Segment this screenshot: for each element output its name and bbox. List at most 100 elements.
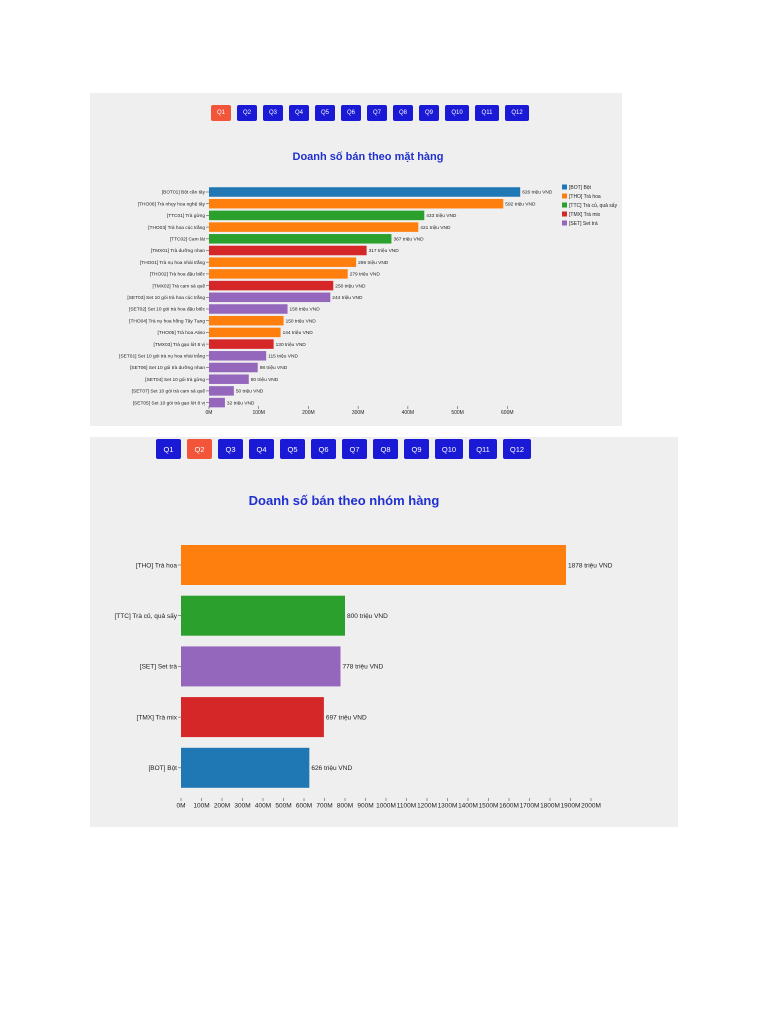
category-label: [THO03] Trà hoa cúc trắng: [148, 224, 205, 231]
bar-set-9[interactable]: [209, 292, 331, 303]
legend-swatch-tho: [562, 193, 567, 199]
x-tick-label: 1900M: [561, 803, 581, 810]
legend-label-tho: [THO] Trà hoa: [569, 194, 601, 200]
data-label: 98 triệu VND: [260, 365, 288, 371]
category-label: [TMX02] Trà cam sả quế: [152, 283, 205, 289]
data-label: 800 triệu VND: [347, 613, 388, 620]
chart1-quarter-button-q3[interactable]: Q3: [263, 105, 283, 121]
data-label: 130 triệu VND: [276, 342, 307, 348]
category-label: [SET06] Set 10 gói trà dưỡng nhan: [130, 365, 205, 371]
chart1-quarter-button-q4[interactable]: Q4: [289, 105, 309, 121]
bar-ttc-2[interactable]: [209, 210, 425, 221]
category-label: [SET01] Set 10 gói trà nụ hoa nhài trắng: [119, 352, 205, 359]
bar-tho-12[interactable]: [209, 327, 281, 338]
bar-set-17[interactable]: [209, 386, 234, 396]
bar-set-2[interactable]: [181, 646, 341, 687]
chart1-quarter-button-q6[interactable]: Q6: [341, 105, 361, 121]
chart1-quarter-button-q8[interactable]: Q8: [393, 105, 413, 121]
bar-tho-0[interactable]: [181, 545, 566, 585]
x-tick-label: 0M: [176, 803, 185, 810]
category-label: [THO02] Trà hoa đậu biếc: [150, 272, 206, 278]
data-label: 150 triệu VND: [286, 318, 317, 324]
category-label: [THO01] Trà nụ hoa nhài trắng: [140, 259, 205, 266]
x-tick-label: 800M: [337, 803, 353, 810]
category-label: [TMX] Trà mix: [137, 714, 178, 721]
bar-set-16[interactable]: [209, 374, 249, 384]
chart2-quarter-button-q10[interactable]: Q10: [435, 439, 463, 459]
bar-tho-1[interactable]: [209, 198, 504, 209]
category-label: [TMX03] Trà gạo lứt 8 vị: [154, 342, 205, 348]
bar-set-10[interactable]: [209, 304, 288, 314]
bar-tho-7[interactable]: [209, 269, 348, 279]
bar-bot-4[interactable]: [181, 747, 310, 788]
data-label: 1878 triệu VND: [568, 562, 613, 569]
legend-swatch-bot: [562, 184, 567, 190]
bar-tmx-5[interactable]: [209, 245, 367, 256]
chart2-quarter-button-q6[interactable]: Q6: [311, 439, 336, 459]
x-tick-label: 1100M: [397, 803, 416, 810]
x-tick-label: 1000M: [376, 803, 396, 810]
chart2-quarter-button-q12[interactable]: Q12: [503, 439, 531, 459]
bar-tho-11[interactable]: [209, 315, 284, 326]
data-label: 626 triệu VND: [522, 190, 553, 196]
chart1-quarter-button-q9[interactable]: Q9: [419, 105, 439, 121]
category-label: [BOT01] Bột cần tây: [162, 190, 206, 196]
x-tick-label: 1800M: [540, 803, 560, 810]
chart2-quarter-button-q1[interactable]: Q1: [156, 439, 181, 459]
chart1-quarter-button-q12[interactable]: Q12: [505, 105, 529, 121]
chart2-quarter-button-q7[interactable]: Q7: [342, 439, 367, 459]
bar-tho-3[interactable]: [209, 222, 419, 232]
x-tick-label: 2000M: [581, 803, 601, 810]
data-label: 433 triệu VND: [426, 213, 457, 219]
x-tick-label: 700M: [316, 803, 332, 810]
x-tick-label: 500M: [451, 410, 464, 416]
bar-set-15[interactable]: [209, 362, 258, 373]
x-tick-label: 0M: [206, 410, 213, 416]
chart2-quarter-button-q3[interactable]: Q3: [218, 439, 243, 459]
data-label: 778 triệu VND: [342, 664, 383, 671]
chart2-quarter-button-q4[interactable]: Q4: [249, 439, 274, 459]
chart1-quarter-button-q7[interactable]: Q7: [367, 105, 387, 121]
x-tick-label: 200M: [214, 803, 230, 810]
chart2-quarter-button-q11[interactable]: Q11: [469, 439, 497, 459]
chart1-quarter-button-q5[interactable]: Q5: [315, 105, 335, 121]
chart2-quarter-button-q8[interactable]: Q8: [373, 439, 398, 459]
bar-set-14[interactable]: [209, 351, 267, 361]
data-label: 158 triệu VND: [290, 307, 321, 313]
legend-swatch-set: [562, 220, 567, 226]
data-label: 421 triệu VND: [420, 225, 451, 231]
x-tick-label: 1700M: [520, 803, 540, 810]
bar-ttc-4[interactable]: [209, 234, 392, 244]
chart-groups-svg: Doanh số bán theo nhóm hàng [THO] Trà hoa…: [115, 493, 613, 810]
x-tick-label: 1200M: [417, 803, 437, 810]
chart2-quarter-button-q5[interactable]: Q5: [280, 439, 305, 459]
x-tick-label: 600M: [501, 410, 514, 416]
chart1-quarter-button-q1[interactable]: Q1: [211, 105, 231, 121]
bar-tmx-13[interactable]: [209, 339, 274, 349]
bar-tmx-8[interactable]: [209, 280, 334, 291]
category-label: [BOT] Bột: [148, 765, 177, 772]
bar-set-18[interactable]: [209, 397, 225, 408]
x-tick-label: 1500M: [479, 803, 499, 810]
x-tick-label: 600M: [296, 803, 312, 810]
legend-label-bot: [BOT] Bột: [569, 185, 592, 191]
bar-bot-0[interactable]: [209, 187, 521, 197]
bar-tmx-3[interactable]: [181, 697, 324, 738]
category-label: [SET02] Set 10 gói trà hoa đậu biếc: [129, 307, 206, 313]
data-label: 115 triệu VND: [268, 353, 298, 359]
chart1-quarter-button-q11[interactable]: Q11: [475, 105, 499, 121]
x-tick-label: 500M: [275, 803, 291, 810]
bar-tho-6[interactable]: [209, 257, 357, 267]
legend-label-ttc: [TTC] Trà củ, quả sấy: [569, 202, 618, 209]
chart1-quarter-button-q10[interactable]: Q10: [445, 105, 469, 121]
data-label: 144 triệu VND: [283, 330, 314, 336]
data-label: 367 triệu VND: [393, 236, 424, 242]
chart1-quarter-button-q2[interactable]: Q2: [237, 105, 257, 121]
chart-items-svg: Doanh số bán theo mặt hàng [BOT01] Bột cầ…: [119, 151, 618, 416]
chart2-quarter-button-q2[interactable]: Q2: [187, 439, 212, 459]
x-tick-label: 900M: [357, 803, 373, 810]
data-label: 296 triệu VND: [358, 260, 389, 266]
bar-ttc-1[interactable]: [181, 595, 345, 636]
x-tick-label: 400M: [402, 410, 415, 416]
chart2-quarter-button-q9[interactable]: Q9: [404, 439, 429, 459]
